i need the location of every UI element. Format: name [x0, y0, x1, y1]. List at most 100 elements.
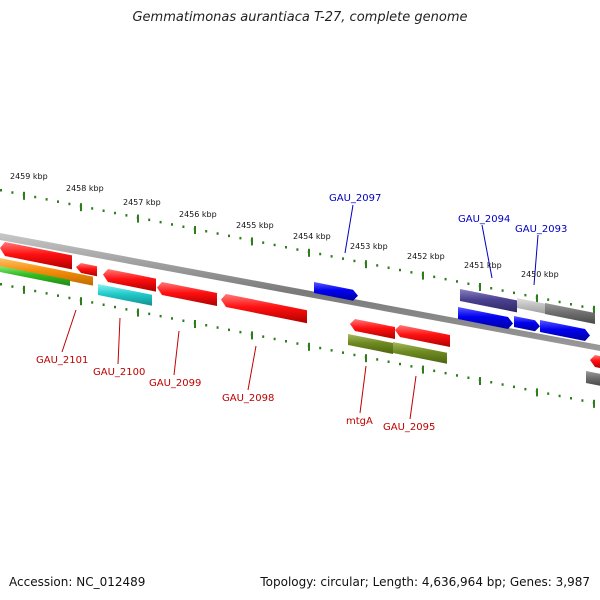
ruler-dot — [501, 289, 504, 292]
ruler-major-tick — [479, 283, 481, 291]
ruler-major-tick — [422, 271, 424, 280]
ruler-dot — [159, 314, 162, 318]
leader-line — [117, 317, 121, 365]
gene-feature-block — [395, 325, 450, 347]
ruler-dot — [216, 232, 219, 235]
ruler-dot — [102, 303, 105, 306]
ruler-dot — [296, 342, 299, 345]
ruler-dot — [342, 257, 344, 260]
leader-line — [61, 309, 77, 353]
ruler-dot — [11, 285, 14, 288]
ruler-major-tick — [308, 248, 310, 257]
gene-label: mtgA — [346, 416, 373, 427]
ruler-dot — [57, 200, 59, 203]
ruler-dot — [285, 246, 287, 249]
ruler-dot — [205, 324, 208, 327]
ruler-dot — [444, 277, 447, 281]
ruler-major-tick — [536, 388, 538, 397]
scale-label: 2454 kbp — [293, 232, 331, 241]
scale-label: 2455 kbp — [236, 221, 274, 230]
gene-feature-block — [103, 269, 156, 292]
ruler-dot — [501, 383, 504, 386]
ruler-dot — [570, 397, 572, 400]
ruler-major-tick — [365, 354, 367, 363]
ruler-major-tick — [593, 399, 595, 408]
ruler-dot — [456, 280, 458, 283]
ruler-major-tick — [194, 226, 196, 234]
ruler-dot — [45, 292, 48, 295]
map-title: Gemmatimonas aurantiaca T-27, complete g… — [132, 10, 468, 25]
leader-line — [247, 345, 257, 391]
ruler-dot — [433, 275, 436, 279]
ruler-dot — [68, 296, 71, 300]
scale-label: 2458 kbp — [66, 184, 104, 193]
ruler-major-tick — [536, 294, 538, 303]
ruler-dot — [353, 259, 356, 263]
gene-feature-block — [76, 263, 97, 277]
ruler-dot — [399, 362, 401, 366]
scale-labels: 2459 kbp 2458 kbp 2457 kbp 2456 kbp 2455 kbp… — [10, 172, 559, 279]
ruler-dot — [91, 207, 94, 210]
ruler-dot — [57, 294, 59, 297]
ruler-dot — [399, 268, 401, 272]
ruler-dot — [513, 385, 515, 389]
leader-line — [481, 224, 493, 279]
gene-feature-block — [540, 320, 590, 341]
ruler-major-tick — [23, 191, 25, 200]
outer-tick-ruler — [0, 189, 595, 314]
ruler-major-tick — [479, 377, 481, 385]
gene-feature-block — [514, 316, 540, 332]
gene-feature-block — [517, 298, 545, 314]
gene-feature-block — [0, 242, 72, 270]
ruler-dot — [513, 291, 515, 295]
leader-line — [344, 204, 354, 254]
ruler-major-tick — [422, 365, 424, 374]
ruler-dot — [216, 326, 219, 329]
ruler-dot — [524, 293, 527, 297]
ruler-dot — [205, 230, 208, 233]
gene-feature-block — [458, 307, 513, 329]
ruler-dot — [547, 298, 550, 301]
ruler-dot — [296, 248, 299, 251]
ruler-dot — [239, 330, 242, 334]
gene-labels: GAU_2097 GAU_2094 GAU_2093 GAU_2101 GAU_2100… — [36, 193, 567, 433]
gene-feature-block — [0, 266, 70, 286]
leader-line — [173, 330, 180, 376]
ruler-dot — [319, 346, 322, 350]
ruler-dot — [45, 198, 48, 201]
ruler-dot — [330, 349, 333, 352]
ruler-dot — [102, 209, 105, 212]
inner-tick-ruler — [0, 283, 595, 408]
gene-label: GAU_2094 — [458, 214, 510, 225]
ruler-dot — [581, 305, 584, 308]
gene-feature-block — [545, 303, 595, 324]
leader-line — [359, 365, 367, 414]
ruler-dot — [125, 308, 128, 311]
ruler-dot — [456, 374, 458, 377]
ruler-dot — [148, 312, 151, 316]
ruler-dot — [376, 264, 379, 267]
label-leaders — [61, 204, 539, 420]
gene-label: GAU_2093 — [515, 224, 567, 235]
gene-feature-block — [0, 258, 93, 286]
ruler-dot — [558, 300, 561, 304]
ruler-dot — [558, 394, 561, 398]
ruler-dot — [444, 371, 447, 375]
gene-feature-block — [221, 294, 307, 324]
ruler-dot — [239, 236, 242, 240]
ruler-dot — [91, 301, 94, 304]
scale-label: 2451 kbp — [464, 261, 502, 270]
ruler-dot — [182, 319, 185, 322]
ruler-dot — [0, 283, 2, 286]
ruler-dot — [228, 234, 230, 238]
ruler-dot — [581, 399, 584, 402]
ruler-dot — [376, 358, 379, 361]
ruler-dot — [490, 287, 493, 290]
gene-feature-block — [157, 282, 217, 306]
ruler-dot — [114, 211, 116, 215]
ruler-dot — [171, 317, 173, 320]
ruler-major-tick — [593, 305, 595, 314]
ruler-dot — [148, 218, 151, 222]
ruler-major-tick — [308, 342, 310, 351]
ruler-dot — [114, 305, 116, 309]
